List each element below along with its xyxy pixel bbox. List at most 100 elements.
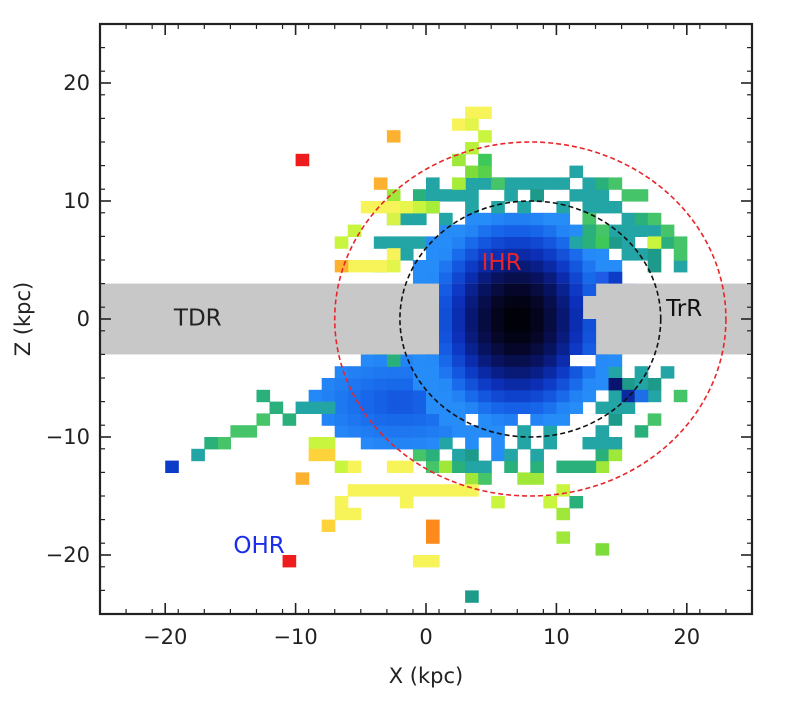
heatmap-bin bbox=[478, 106, 492, 119]
heatmap-bin bbox=[569, 248, 584, 261]
y-tick-label: 20 bbox=[63, 71, 90, 95]
heatmap-bin bbox=[334, 378, 349, 391]
heatmap-bin bbox=[373, 378, 388, 391]
heatmap-bin bbox=[517, 248, 531, 261]
annotations: TDR TrR IHR OHR bbox=[173, 250, 702, 559]
heatmap-bin bbox=[478, 260, 492, 273]
heatmap-bin bbox=[465, 590, 479, 603]
heatmap-bin bbox=[491, 236, 505, 249]
heatmap-bin bbox=[478, 389, 492, 403]
core-bin bbox=[530, 330, 544, 344]
heatmap-bin bbox=[582, 189, 597, 202]
heatmap-bin bbox=[517, 437, 531, 450]
heatmap-bin bbox=[647, 212, 662, 226]
heatmap-bin bbox=[360, 260, 375, 273]
heatmap-bin bbox=[465, 165, 479, 178]
heatmap-bin bbox=[465, 366, 479, 379]
heatmap-bin bbox=[517, 236, 531, 249]
heatmap-bin bbox=[660, 366, 675, 379]
heatmap-bin bbox=[530, 378, 544, 391]
heatmap-bin bbox=[504, 177, 518, 190]
heatmap-bin bbox=[373, 201, 388, 214]
heatmap-bin bbox=[321, 519, 336, 532]
heatmap-bin bbox=[439, 224, 453, 237]
heatmap-bin bbox=[530, 354, 544, 367]
heatmap-bin bbox=[426, 260, 440, 273]
heatmap-bin bbox=[295, 401, 310, 414]
core-bin bbox=[543, 295, 557, 308]
heatmap-bin bbox=[334, 496, 349, 509]
heatmap-bin bbox=[556, 236, 571, 249]
core-bin bbox=[569, 342, 584, 355]
heatmap-bin bbox=[426, 555, 440, 568]
annotation-ohr: OHR bbox=[233, 533, 284, 559]
core-bin bbox=[478, 330, 492, 344]
heatmap-bin bbox=[256, 413, 271, 426]
heatmap-bin bbox=[608, 378, 623, 391]
heatmap-bin bbox=[595, 448, 610, 462]
y-tick-label: 0 bbox=[77, 307, 90, 331]
core-bin bbox=[465, 319, 479, 332]
heatmap-bin bbox=[334, 413, 349, 426]
heatmap-bin bbox=[217, 437, 231, 450]
heatmap-bin bbox=[673, 236, 688, 249]
heatmap-bin bbox=[412, 201, 427, 214]
core-bin bbox=[465, 295, 479, 308]
heatmap-bin bbox=[517, 271, 531, 285]
heatmap-bin bbox=[465, 271, 479, 285]
heatmap-bin bbox=[204, 437, 218, 450]
y-tick-label: −10 bbox=[46, 425, 90, 449]
heatmap-bin bbox=[386, 413, 401, 426]
heatmap-bin bbox=[582, 224, 597, 237]
heatmap-bin bbox=[386, 212, 401, 226]
heatmap-bin bbox=[582, 437, 597, 450]
heatmap-bin bbox=[386, 189, 401, 202]
core-bin bbox=[543, 307, 557, 320]
heatmap-bin bbox=[595, 224, 610, 237]
core-bin bbox=[452, 330, 466, 344]
heatmap-bin bbox=[621, 236, 636, 249]
heatmap-bin bbox=[360, 354, 375, 367]
heatmap-bin bbox=[439, 366, 453, 379]
core-bin bbox=[582, 342, 597, 355]
core-bin bbox=[491, 330, 505, 344]
heatmap-bin bbox=[543, 177, 557, 190]
heatmap-bin bbox=[426, 389, 440, 403]
heatmap-bin bbox=[412, 437, 427, 450]
heatmap-bin bbox=[426, 401, 440, 414]
core-bin bbox=[530, 283, 544, 296]
heatmap-bin bbox=[491, 224, 505, 237]
heatmap-bin bbox=[399, 354, 414, 367]
heatmap-bin bbox=[191, 448, 205, 462]
heatmap-bin bbox=[478, 460, 492, 473]
heatmap-bin bbox=[426, 448, 440, 462]
heatmap-bin bbox=[360, 437, 375, 450]
heatmap-bin bbox=[386, 248, 401, 261]
heatmap-bin bbox=[386, 425, 401, 438]
heatmap-bin bbox=[478, 130, 492, 143]
heatmap-bin bbox=[504, 271, 518, 285]
heatmap-bin bbox=[360, 389, 375, 403]
heatmap-bin bbox=[334, 460, 349, 473]
heatmap-bin bbox=[347, 484, 362, 497]
heatmap-bin bbox=[439, 460, 453, 473]
annotation-trr: TrR bbox=[665, 296, 702, 322]
core-bin bbox=[452, 307, 466, 320]
heatmap-bin bbox=[465, 224, 479, 237]
heatmap-bin bbox=[412, 401, 427, 414]
heatmap-bin bbox=[595, 201, 610, 214]
heatmap-bin bbox=[621, 212, 636, 226]
core-bin bbox=[543, 342, 557, 355]
core-bin bbox=[569, 319, 584, 332]
heatmap-bin bbox=[452, 153, 466, 167]
heatmap-bin bbox=[673, 260, 688, 273]
heatmap-bin bbox=[478, 236, 492, 249]
heatmap-bin bbox=[517, 212, 531, 226]
heatmap-bin bbox=[465, 106, 479, 119]
heatmap-bin bbox=[478, 212, 492, 226]
heatmap-bin bbox=[399, 460, 414, 473]
heatmap-bin bbox=[517, 425, 531, 438]
heatmap-bin bbox=[334, 366, 349, 379]
heatmap-bin bbox=[373, 260, 388, 273]
heatmap-bin bbox=[582, 271, 597, 285]
